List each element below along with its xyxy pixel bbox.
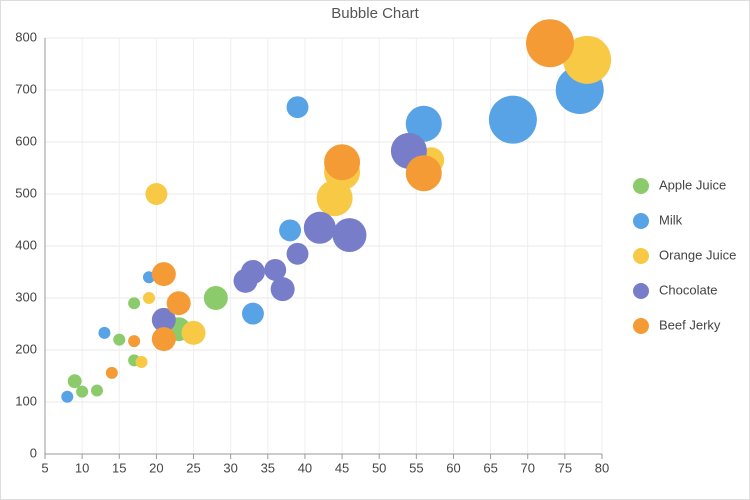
x-tick-label: 70 (520, 460, 534, 475)
bubble (151, 307, 176, 332)
bubble (151, 262, 176, 287)
bubble (264, 258, 287, 281)
y-tick-label: 100 (15, 393, 37, 408)
bubble (286, 242, 309, 265)
bubble (166, 291, 191, 316)
y-tick-label: 300 (15, 289, 37, 304)
bubble (332, 218, 367, 253)
legend-marker (633, 248, 649, 264)
bubble (98, 326, 111, 339)
bubble (142, 292, 155, 304)
x-tick-label: 75 (558, 460, 572, 475)
legend-label: Milk (659, 212, 683, 227)
x-tick-label: 10 (75, 460, 89, 475)
x-tick-label: 45 (335, 460, 349, 475)
bubble (241, 302, 264, 325)
bubble (488, 95, 537, 144)
bubble (286, 96, 309, 119)
bubble (61, 390, 74, 403)
bubble (526, 19, 575, 68)
legend-marker (633, 213, 649, 229)
bubble (303, 211, 336, 244)
x-tick-label: 50 (372, 460, 386, 475)
x-tick-label: 15 (112, 460, 126, 475)
y-tick-label: 700 (15, 81, 37, 96)
bubble (270, 277, 295, 302)
bubble (405, 105, 442, 142)
bubble (181, 320, 206, 345)
bubble (67, 374, 82, 389)
y-tick-label: 600 (15, 133, 37, 148)
bubble (151, 327, 176, 352)
x-tick-label: 30 (223, 460, 237, 475)
chart-title: Bubble Chart (331, 5, 419, 22)
bubble (324, 144, 361, 181)
bubble (128, 297, 141, 310)
bubble (279, 219, 302, 242)
bubble (105, 366, 118, 379)
bubble (135, 355, 148, 368)
bubble (76, 385, 89, 398)
x-tick-label: 60 (446, 460, 460, 475)
x-tick-label: 25 (186, 460, 200, 475)
x-tick-label: 20 (149, 460, 163, 475)
bubble (405, 155, 442, 192)
legend-label: Beef Jerky (659, 317, 721, 332)
bubble (240, 260, 265, 284)
bubble (145, 183, 168, 205)
x-tick-label: 5 (41, 460, 48, 475)
x-tick-label: 35 (261, 460, 275, 475)
legend-label: Apple Juice (659, 177, 726, 192)
legend-marker (633, 318, 649, 334)
legend-marker (633, 283, 649, 299)
bubble (90, 384, 103, 397)
y-tick-label: 0 (30, 445, 37, 460)
bubble (203, 286, 228, 310)
y-tick-label: 200 (15, 341, 37, 356)
legend-label: Orange Juice (659, 247, 736, 262)
x-tick-label: 55 (409, 460, 423, 475)
y-tick-label: 800 (15, 29, 37, 44)
legend-label: Chocolate (659, 282, 718, 297)
bubble (128, 335, 141, 348)
x-tick-label: 40 (298, 460, 312, 475)
y-tick-label: 500 (15, 185, 37, 200)
y-tick-label: 400 (15, 237, 37, 252)
bubble (563, 35, 612, 84)
legend-marker (633, 178, 649, 194)
x-tick-label: 65 (483, 460, 497, 475)
bubble (113, 333, 126, 346)
x-tick-label: 80 (595, 460, 609, 475)
